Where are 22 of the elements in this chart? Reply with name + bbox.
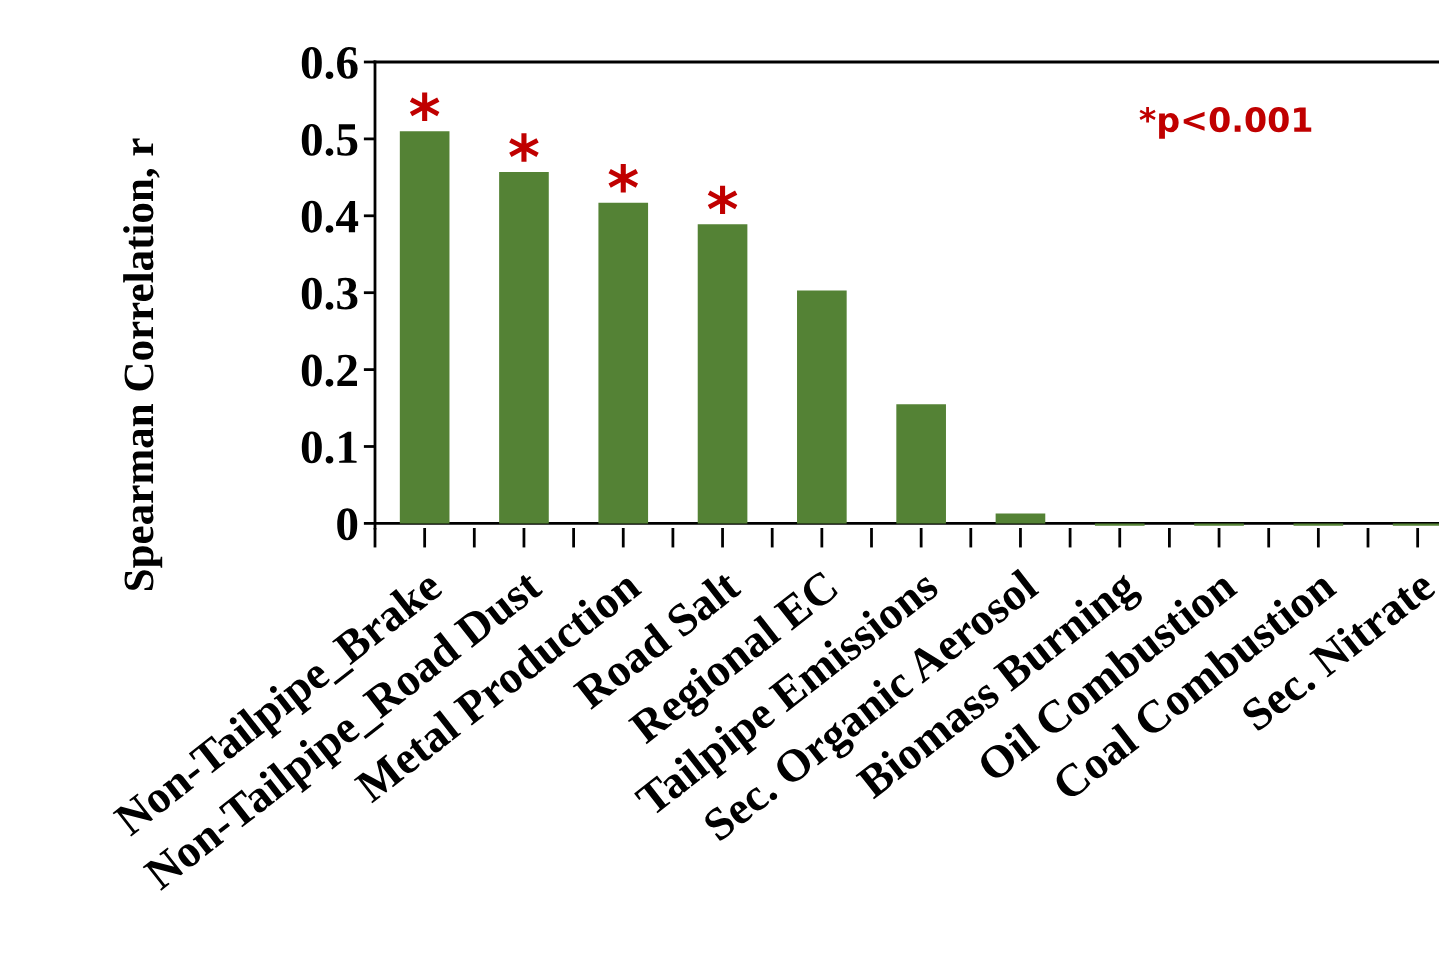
bar (797, 290, 847, 524)
y-tick-label: 0.2 (301, 354, 357, 387)
bar (896, 404, 946, 524)
bar (697, 224, 748, 524)
y-tick-label: 0.6 (301, 46, 358, 80)
bar (499, 171, 549, 524)
bar (399, 131, 450, 524)
y-tick-label: 0.1 (301, 431, 357, 464)
annotation: * (707, 185, 738, 215)
annotation: * (509, 133, 539, 162)
annotation: * (409, 92, 440, 121)
y-tick-label: 0.4 (301, 200, 359, 233)
bar (995, 513, 1046, 524)
y-tick-label: 0 (337, 508, 358, 541)
y-tick-label: 0.3 (301, 277, 358, 310)
bar (1094, 523, 1145, 526)
annotation: * (608, 164, 639, 193)
y-tick-label: 0.5 (301, 123, 358, 156)
bar (1194, 523, 1244, 526)
bar (598, 202, 649, 524)
bar (1293, 523, 1344, 526)
annotation: *p<0.001 (1139, 107, 1312, 139)
